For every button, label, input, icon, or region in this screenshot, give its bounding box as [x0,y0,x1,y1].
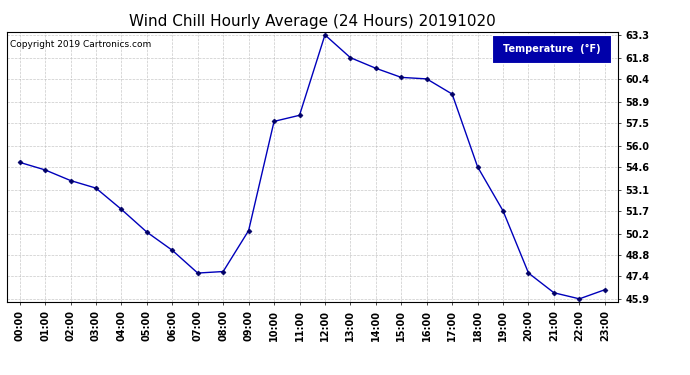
Title: Wind Chill Hourly Average (24 Hours) 20191020: Wind Chill Hourly Average (24 Hours) 201… [129,14,495,29]
Text: Copyright 2019 Cartronics.com: Copyright 2019 Cartronics.com [10,40,151,49]
